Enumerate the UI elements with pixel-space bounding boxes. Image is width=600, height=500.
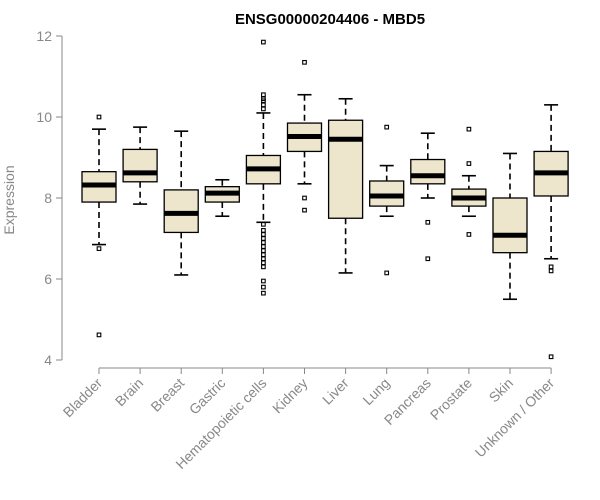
x-tick-label: Breast xyxy=(147,375,187,415)
y-tick-label: 8 xyxy=(44,190,52,206)
outlier-point xyxy=(261,244,266,249)
outlier-point xyxy=(261,260,266,266)
box-group xyxy=(286,59,323,213)
outlier-point xyxy=(261,248,266,254)
outlier-point xyxy=(96,332,102,338)
outlier-point xyxy=(466,126,472,132)
outlier-point xyxy=(548,264,554,270)
y-tick-label: 4 xyxy=(44,352,52,368)
outlier-point xyxy=(261,256,266,262)
y-axis-label: Expression xyxy=(1,165,17,234)
outlier-point xyxy=(302,59,307,65)
outlier-point xyxy=(302,207,307,213)
y-tick-label: 10 xyxy=(36,109,52,125)
outlier-point xyxy=(384,124,390,130)
box-group xyxy=(410,132,446,262)
box-group xyxy=(245,39,282,296)
outlier-point xyxy=(261,290,266,296)
outlier-point xyxy=(261,228,266,233)
outlier-point xyxy=(96,246,102,251)
box-group xyxy=(163,130,199,276)
y-tick-label: 12 xyxy=(36,28,52,44)
x-tick-label: Skin xyxy=(486,375,517,406)
outlier-point xyxy=(261,264,266,270)
outlier-point xyxy=(548,354,554,360)
box-group xyxy=(204,178,240,218)
x-tick-label: Liver xyxy=(319,375,352,408)
outlier-point xyxy=(261,221,266,227)
box-group xyxy=(327,97,364,274)
iqr-box xyxy=(327,119,364,219)
y-axis: 4 6 8 10 12 xyxy=(36,28,63,368)
outlier-point xyxy=(548,268,554,274)
x-tick-label: Brain xyxy=(112,375,146,409)
outlier-point xyxy=(425,256,431,262)
outlier-point xyxy=(261,240,266,245)
outlier-point xyxy=(425,219,431,225)
box-group xyxy=(81,114,117,338)
outlier-point xyxy=(466,232,472,237)
outlier-point xyxy=(261,106,266,112)
outlier-point xyxy=(302,195,307,201)
iqr-box xyxy=(410,158,446,185)
box-group xyxy=(492,152,528,301)
iqr-box xyxy=(122,148,158,183)
x-tick-label: Kidney xyxy=(269,375,311,417)
outlier-point xyxy=(261,284,266,290)
iqr-box xyxy=(492,197,528,254)
x-tick-label: Bladder xyxy=(60,375,106,421)
outlier-point xyxy=(261,92,266,98)
box-group xyxy=(533,104,569,360)
box-group xyxy=(122,126,158,205)
chart-title: ENSG00000204406 - MBD5 xyxy=(235,11,425,28)
y-tick-label: 6 xyxy=(44,271,52,287)
outlier-point xyxy=(384,270,390,276)
box-group xyxy=(369,124,405,276)
outlier-point xyxy=(466,161,472,166)
outlier-point xyxy=(96,114,102,120)
outlier-point xyxy=(261,39,266,45)
outlier-point xyxy=(261,102,266,108)
outlier-point xyxy=(261,232,266,237)
x-tick-label: Lung xyxy=(359,375,392,408)
plot-area xyxy=(81,39,569,360)
box-group xyxy=(451,126,487,237)
outlier-point xyxy=(261,278,266,284)
outlier-point xyxy=(261,252,266,258)
x-tick-label: Prostate xyxy=(427,375,475,423)
outlier-point xyxy=(261,236,266,241)
